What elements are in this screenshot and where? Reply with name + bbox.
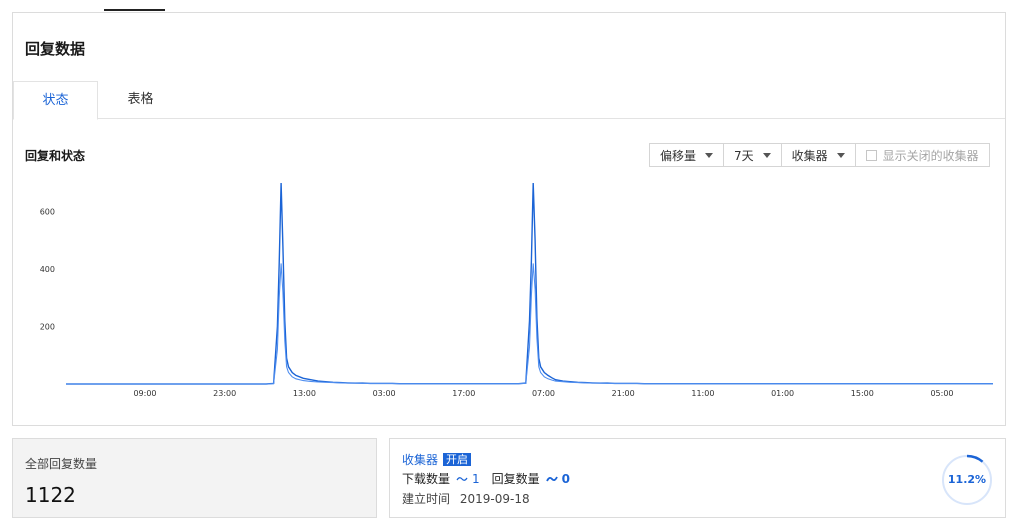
section-title: 回复和状态 <box>25 149 86 163</box>
collector-select[interactable]: 收集器 <box>780 143 855 167</box>
x-tick-label: 07:00 <box>532 389 555 398</box>
completion-rate-text: 11.2% <box>947 473 987 486</box>
trend-icon <box>456 476 468 481</box>
total-replies-value: 1122 <box>25 483 76 507</box>
created-time-label: 建立时间 <box>402 492 451 506</box>
completion-gauge <box>941 454 993 506</box>
tab-status[interactable]: 状态 <box>13 81 98 120</box>
gauge-fill <box>941 454 993 506</box>
y-tick-label: 400 <box>40 265 55 274</box>
x-tick-label: 03:00 <box>373 389 396 398</box>
tab-table[interactable]: 表格 <box>127 92 154 107</box>
x-tick-label: 11:00 <box>691 389 714 398</box>
x-tick-label: 05:00 <box>930 389 953 398</box>
collector-select-label: 收集器 <box>791 148 828 163</box>
offset-select[interactable]: 偏移量 <box>649 143 724 167</box>
reply-data-panel: 回复数据 状态 表格 回复和状态 偏移量 7天 收集器 显示关闭的收集器 200… <box>12 12 1006 426</box>
series-line-2 <box>66 263 993 385</box>
reply-status-chart: 200 400 600 09:00 23:00 13:00 03:00 17:00 07:00 2… <box>40 182 993 398</box>
collector-card: 收集器 开启 下载数量 1 回复数量 0 建立时间 2019-09-18 11.… <box>389 438 1006 518</box>
panel-title: 回复数据 <box>25 40 86 58</box>
x-tick-label: 01:00 <box>771 389 794 398</box>
collector-name-link[interactable]: 收集器 <box>402 453 439 467</box>
chevron-down-icon <box>836 152 845 158</box>
total-replies-card: 全部回复数量 1122 <box>12 438 377 518</box>
range-select-label: 7天 <box>734 148 754 163</box>
x-tick-label: 17:00 <box>452 389 475 398</box>
chevron-down-icon <box>705 152 714 158</box>
show-closed-label: 显示关闭的收集器 <box>882 148 979 163</box>
created-time-value: 2019-09-18 <box>459 492 530 506</box>
chevron-down-icon <box>762 152 771 158</box>
x-tick-label: 15:00 <box>851 389 874 398</box>
x-tick-label: 09:00 <box>133 389 156 398</box>
checkbox-icon <box>865 149 877 161</box>
x-tick-label: 23:00 <box>213 389 236 398</box>
series-line-1 <box>66 182 993 385</box>
reply-count-label: 回复数量 <box>491 472 540 486</box>
trend-icon <box>545 476 558 481</box>
range-select[interactable]: 7天 <box>723 143 781 167</box>
y-tick-label: 600 <box>40 208 55 217</box>
top-tab-indicator <box>104 9 165 11</box>
show-closed-checkbox[interactable]: 显示关闭的收集器 <box>854 143 990 167</box>
offset-select-label: 偏移量 <box>660 148 697 163</box>
x-tick-label: 21:00 <box>612 389 635 398</box>
reply-count-value: 0 <box>561 471 571 486</box>
download-count-value: 1 <box>472 471 480 486</box>
download-count-label: 下载数量 <box>402 472 451 486</box>
status-badge: 开启 <box>443 453 472 466</box>
y-tick-label: 200 <box>40 323 55 332</box>
tab-bar: 状态 表格 <box>13 81 1005 120</box>
x-tick-label: 13:00 <box>293 389 316 398</box>
filter-bar: 偏移量 7天 收集器 显示关闭的收集器 <box>649 143 990 167</box>
total-replies-label: 全部回复数量 <box>25 457 98 471</box>
